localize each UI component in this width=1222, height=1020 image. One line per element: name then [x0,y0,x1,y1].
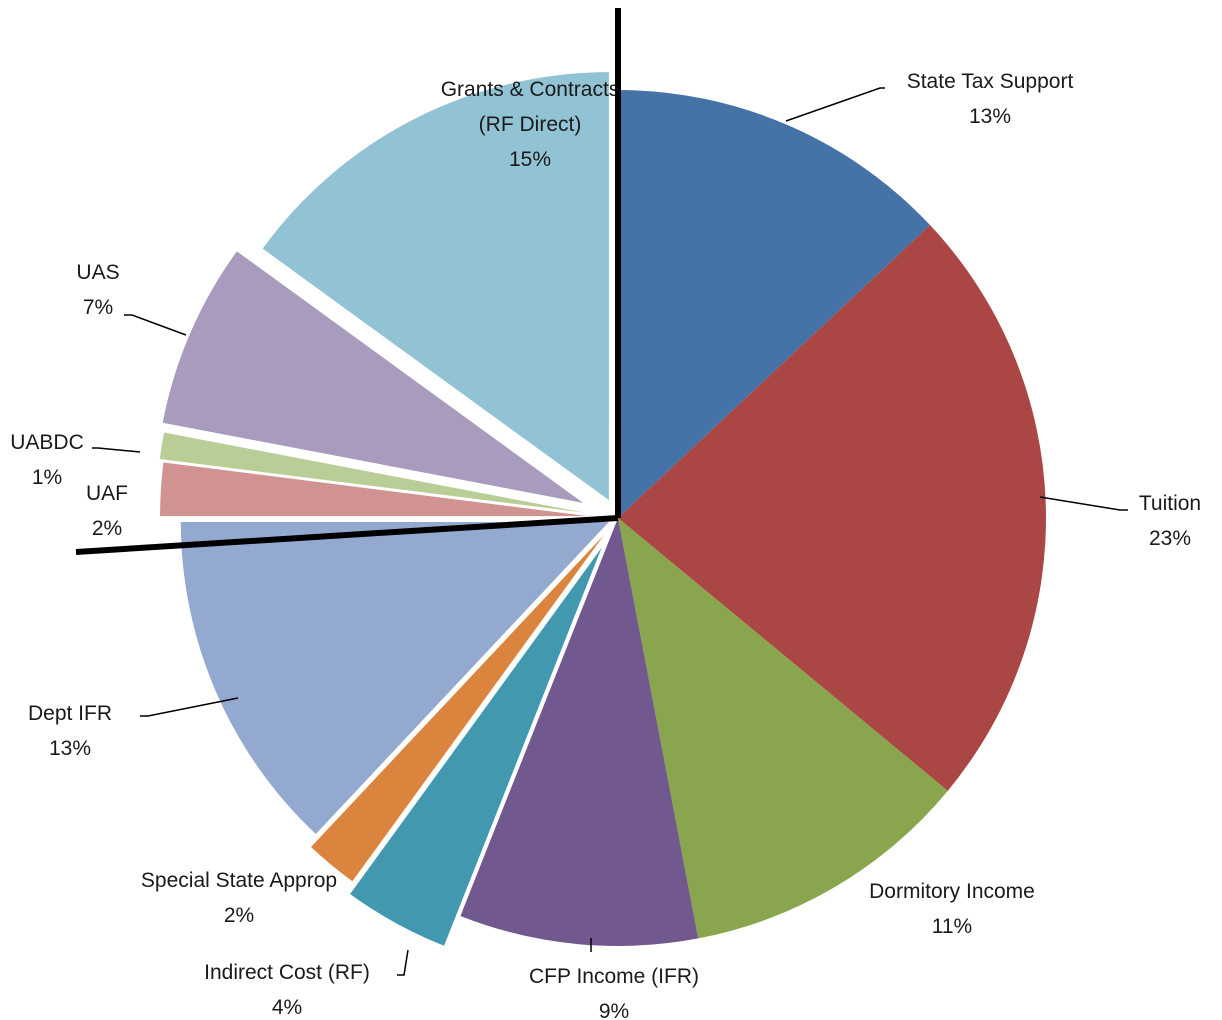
leader-line-indirect-cost-rf [397,949,409,976]
slice-special-state-approp [310,534,604,882]
label-text: Dept IFR [28,702,112,725]
label-percent: 9% [599,1000,629,1020]
label-text: UABDC [10,431,84,454]
label-uaf: UAF 2% [86,482,128,540]
slice-state-tax-support [618,90,930,518]
label-text: CFP Income (IFR) [529,965,699,988]
slice-uabdc [159,432,585,513]
label-leader-lines [92,87,1128,976]
label-text: Tuition [1139,492,1201,515]
slice-labels: State Tax Support 13% Tuition 23% Dormitory … [10,70,1201,1020]
label-text: State Tax Support [907,70,1074,93]
label-percent: 7% [83,296,113,319]
label-percent: 1% [32,466,62,489]
slice-dept-ifr [180,521,609,834]
label-percent: 13% [969,105,1011,128]
label-percent: 23% [1149,527,1191,550]
label-text: UAF [86,482,128,505]
slice-uaf [160,462,589,517]
pie-slices [159,72,1046,946]
slice-tuition [618,225,1046,791]
label-text: Dormitory Income [869,880,1035,903]
label-uabdc: UABDC 1% [10,431,84,489]
label-percent: 13% [49,737,91,760]
slice-indirect-cost-rf [350,547,602,946]
label-percent: 11% [932,915,972,938]
label-text: UAS [76,261,119,284]
label-percent: 2% [224,904,254,927]
label-percent: 4% [272,996,302,1019]
label-grants-contracts-rf-direct: Grants & Contracts (RF Direct) 15% [441,78,620,171]
label-tuition: Tuition 23% [1139,492,1201,550]
horizontal-divider-line [75,515,619,555]
label-text: Indirect Cost (RF) [204,961,370,984]
label-special-state-approp: Special State Approp 2% [141,869,337,927]
label-indirect-cost-rf: Indirect Cost (RF) 4% [204,961,370,1019]
slice-dormitory-income [618,518,948,939]
leader-line-dept-ifr [140,697,239,717]
slice-cfp-income-ifr [460,518,699,946]
label-text: (RF Direct) [479,113,582,136]
label-dept-ifr: Dept IFR 13% [28,702,112,760]
leader-line-state-tax-support [785,87,885,122]
label-percent: 2% [92,517,122,540]
slice-uas [162,251,584,503]
label-text: Special State Approp [141,869,337,892]
leader-line-tuition [1039,496,1128,511]
label-cfp-income-ifr: CFP Income (IFR) 9% [529,965,699,1020]
label-percent: 15% [509,148,551,171]
slice-grants-contracts-rf-direct [262,72,609,501]
leader-line-uas [124,314,187,336]
leader-line-uabdc [92,447,141,453]
label-dormitory-income: Dormitory Income 11% [869,880,1035,938]
label-state-tax-support: State Tax Support 13% [907,70,1074,128]
label-uas: UAS 7% [76,261,119,319]
label-text: Grants & Contracts [441,78,620,101]
